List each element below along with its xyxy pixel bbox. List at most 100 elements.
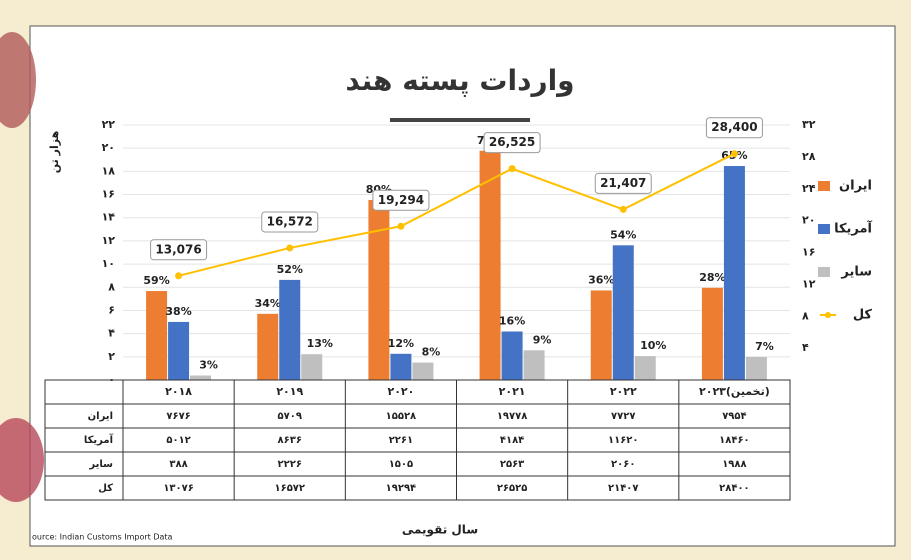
y2-tick-label: ۸ xyxy=(802,309,809,322)
table-cell: ۱۸۴۶۰ xyxy=(719,435,750,446)
x-tick-label: ۲۰۱۸ xyxy=(165,385,192,398)
data-label: 59% xyxy=(143,274,169,287)
data-label: 8% xyxy=(422,346,441,359)
bar xyxy=(590,290,612,380)
legend-swatch xyxy=(818,267,830,277)
y-tick-label: ۱۲ xyxy=(102,234,116,247)
table-cell: ۲۱۴۰۷ xyxy=(608,483,639,494)
table-cell: ۳۸۸ xyxy=(169,459,187,470)
data-label: 7% xyxy=(755,340,774,353)
x-tick-label: ۲۰۲۳(تخمین) xyxy=(699,385,770,398)
bar xyxy=(523,350,545,380)
table-cell: ۴۱۸۴ xyxy=(500,435,524,446)
y-tick-label: ۱۸ xyxy=(102,164,116,177)
bar xyxy=(412,362,434,380)
data-label: 36% xyxy=(588,273,614,286)
card xyxy=(29,25,896,547)
table-cell: ۱۶۵۷۲ xyxy=(274,483,305,494)
y-tick-label: ۴ xyxy=(108,327,115,340)
table-cell: ۲۲۲۶ xyxy=(278,459,302,470)
data-label: 16% xyxy=(499,315,525,328)
data-label-box xyxy=(705,117,763,139)
data-label: 3% xyxy=(199,359,218,372)
decoration xyxy=(0,418,44,502)
bar xyxy=(168,321,190,380)
table-cell: ۵۰۱۲ xyxy=(166,435,190,446)
data-label-box xyxy=(483,132,541,154)
bar xyxy=(634,356,656,380)
line-point xyxy=(619,205,627,213)
legend-swatch xyxy=(818,224,830,234)
data-label-box xyxy=(594,172,652,194)
data-label-box xyxy=(150,239,208,261)
table-cell: ۱۹۷۷۸ xyxy=(497,411,528,422)
data-label: 28,400 xyxy=(711,120,757,134)
y-axis-label: هزار تن xyxy=(48,131,61,173)
data-label: 28% xyxy=(699,271,725,284)
data-label-box xyxy=(261,211,319,233)
table-cell: ۷۶۷۶ xyxy=(166,411,190,422)
bar xyxy=(190,375,212,380)
table-cell: ۱۵۰۵ xyxy=(389,459,413,470)
x-tick-label: ۲۰۲۲ xyxy=(610,385,637,398)
y-tick-label: ۱۰ xyxy=(102,257,115,270)
data-label: 38% xyxy=(165,305,191,318)
table-cell: ۱۹۲۹۴ xyxy=(386,483,417,494)
line-point xyxy=(508,165,516,173)
bar xyxy=(279,279,301,380)
bar xyxy=(723,166,745,380)
bar xyxy=(612,245,634,380)
table-cell: ۱۹۸۸ xyxy=(722,459,746,470)
y-tick-label: ۲۲ xyxy=(102,118,116,131)
title-rule xyxy=(390,118,530,122)
data-label: 54% xyxy=(610,228,636,241)
line-point xyxy=(730,150,738,158)
y2-tick-label: ۱۶ xyxy=(802,246,815,259)
y-tick-label: ۲۰ xyxy=(102,141,115,154)
table-cell: ۲۵۶۳ xyxy=(500,459,524,470)
bar xyxy=(390,353,412,380)
legend-swatch xyxy=(818,181,830,191)
x-axis-label: سال تقویمی xyxy=(402,523,478,538)
table-row-label: آمریکا xyxy=(84,433,114,446)
x-tick-label: ۲۰۲۱ xyxy=(499,385,526,398)
table-cell: ۱۵۵۲۸ xyxy=(386,411,417,422)
decoration xyxy=(0,32,36,128)
legend-label: سایر xyxy=(840,265,872,280)
y-tick-label: ۶ xyxy=(108,303,115,316)
line xyxy=(178,152,735,277)
data-label: 16,572 xyxy=(267,214,313,228)
table-row-label: سایر xyxy=(88,459,113,470)
y2-tick-label: ۲۴ xyxy=(802,182,816,195)
y2-tick-label: ۲۸ xyxy=(802,150,816,163)
line-point xyxy=(175,272,183,280)
data-label-box xyxy=(372,189,430,211)
table-row-label: ایران xyxy=(88,411,113,422)
y-tick-label: ۱۶ xyxy=(102,188,115,201)
data-label: 21,407 xyxy=(600,176,646,190)
data-label: 19,294 xyxy=(378,193,424,207)
data-label: 13,076 xyxy=(155,242,201,256)
bar xyxy=(368,200,390,380)
y2-tick-label: ۲۰ xyxy=(802,214,815,227)
bar xyxy=(257,313,279,380)
line-point xyxy=(397,222,405,230)
data-label: 13% xyxy=(307,337,333,350)
x-tick-label: ۲۰۱۹ xyxy=(276,385,303,398)
data-label: 34% xyxy=(255,297,281,310)
legend-label: کل xyxy=(853,308,873,323)
bar xyxy=(146,291,168,380)
table-cell: ۷۷۲۷ xyxy=(611,411,635,422)
bar xyxy=(745,356,767,380)
data-label: 10% xyxy=(640,339,666,352)
bar xyxy=(701,287,723,380)
table-cell: ۲۸۴۰۰ xyxy=(719,483,750,494)
table-cell: ۸۶۳۶ xyxy=(278,435,302,446)
y-tick-label: ۲ xyxy=(108,350,115,363)
bar xyxy=(301,354,323,380)
y-tick-label: ۸ xyxy=(108,280,115,293)
table-cell: ۷۹۵۴ xyxy=(722,411,746,422)
table-cell: ۲۰۶۰ xyxy=(611,459,635,470)
data-label: 12% xyxy=(388,337,414,350)
